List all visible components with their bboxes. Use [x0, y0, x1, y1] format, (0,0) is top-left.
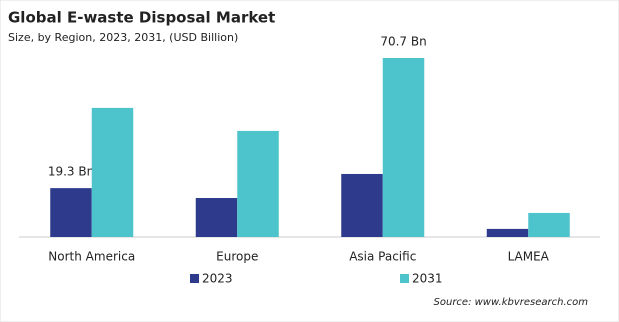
bar	[382, 58, 425, 237]
x-tick-label: LAMEA	[508, 250, 550, 264]
legend-swatch	[400, 274, 409, 283]
bar	[91, 107, 134, 237]
bar	[50, 188, 92, 237]
legend-label: 2031	[412, 272, 443, 286]
bar	[195, 198, 238, 237]
chart-title: Global E-waste Disposal Market	[8, 9, 275, 27]
x-tick-label: Asia Pacific	[349, 250, 416, 264]
bar	[486, 228, 529, 237]
x-tick-label: Europe	[216, 250, 258, 264]
legend-swatch	[190, 274, 199, 283]
data-label: 19.3 Bn	[48, 165, 94, 179]
source: Source: www.kbvresearch.com	[434, 297, 589, 308]
bar	[528, 212, 570, 237]
chart-subtitle: Size, by Region, 2023, 2031, (USD Billio…	[8, 31, 238, 44]
bar	[237, 130, 279, 237]
legend-label: 2023	[202, 272, 233, 286]
data-label: 70.7 Bn	[380, 35, 426, 49]
bar	[341, 173, 383, 237]
x-tick-label: North America	[48, 250, 135, 264]
